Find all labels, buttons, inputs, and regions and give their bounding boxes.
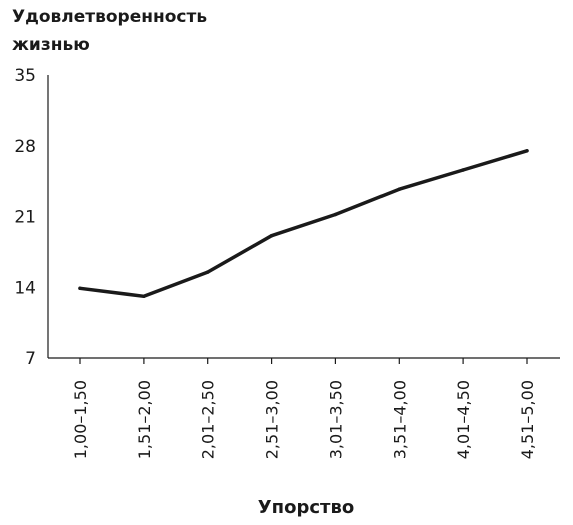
x-tick-label: 4,01–4,50 bbox=[454, 380, 473, 459]
x-axis-label: Упорство bbox=[258, 497, 354, 518]
data-point bbox=[397, 187, 401, 191]
x-tick-label: 1,51–2,00 bbox=[135, 380, 154, 459]
data-point bbox=[142, 294, 146, 298]
x-tick-label: 2,01–2,50 bbox=[199, 380, 218, 459]
y-tick-label: 35 bbox=[14, 66, 36, 86]
y-axis-ticks: 35 28 21 14 7 bbox=[14, 66, 36, 369]
data-point bbox=[333, 212, 338, 217]
data-point bbox=[525, 149, 529, 153]
y-tick-label: 21 bbox=[14, 208, 36, 228]
x-tick-label: 2,51–3,00 bbox=[263, 380, 282, 459]
data-point bbox=[269, 234, 274, 238]
y-axis-label-line-1: Удовлетворенность bbox=[12, 7, 207, 27]
x-tick-label: 4,51–5,00 bbox=[518, 380, 537, 459]
x-tick-label: 3,51–4,00 bbox=[390, 380, 409, 459]
y-tick-label: 7 bbox=[25, 349, 36, 369]
data-point bbox=[461, 168, 465, 172]
x-axis-ticks: 1,00–1,50 1,51–2,00 2,01–2,50 2,51–3,00 3,01… bbox=[71, 358, 537, 459]
data-point bbox=[206, 270, 210, 274]
y-tick-label: 14 bbox=[14, 278, 36, 298]
data-point bbox=[78, 286, 82, 290]
y-axis-label-line-2: жизнью bbox=[12, 35, 90, 55]
x-tick-label: 3,01–3,50 bbox=[326, 380, 345, 459]
series-line bbox=[78, 149, 529, 299]
x-tick-label: 1,00–1,50 bbox=[71, 380, 90, 459]
y-tick-label: 28 bbox=[14, 137, 36, 157]
